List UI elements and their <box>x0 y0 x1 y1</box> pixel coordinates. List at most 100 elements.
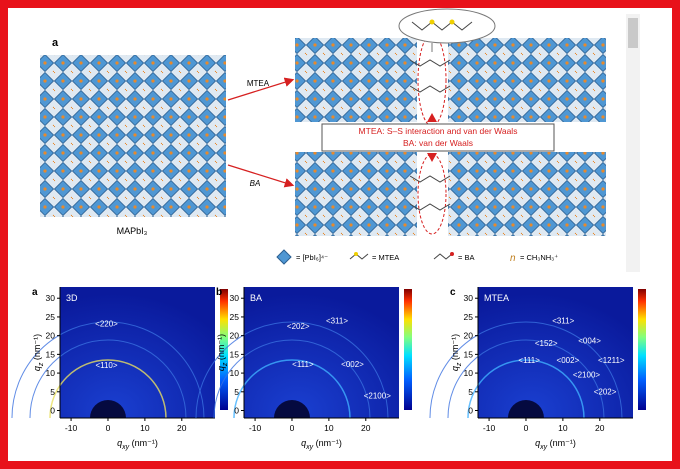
peak-label: <2100> <box>364 391 391 400</box>
peak-label: <002> <box>557 356 580 365</box>
diffraction-ring <box>11 321 205 419</box>
diffraction-ring <box>213 339 371 419</box>
lattice-ba-left <box>295 152 417 236</box>
beamstop <box>507 400 544 418</box>
axis-symbol: q <box>301 438 306 448</box>
plot-label: BA <box>250 293 262 303</box>
peak-label: <002> <box>341 360 364 369</box>
legend-text: = [PbI₆]⁴⁻ <box>296 253 328 262</box>
diffraction-ring <box>233 359 351 419</box>
y-tick-label: 10 <box>230 368 240 378</box>
red-arrow <box>427 153 437 162</box>
panel-label: a <box>52 37 59 49</box>
legend-text: = BA <box>458 253 474 262</box>
y-tick-label: 20 <box>464 331 474 341</box>
peak-label: <110> <box>95 361 117 370</box>
y-tick-label: 25 <box>46 312 56 322</box>
beamstop <box>89 400 126 418</box>
peak-label: <202> <box>287 322 310 331</box>
beamstop <box>273 400 310 418</box>
info-box <box>321 123 555 152</box>
axis-unit: (nm⁻¹) <box>32 334 42 363</box>
x-tick-label: 10 <box>324 423 334 433</box>
x-tick-label: -10 <box>249 423 262 433</box>
plot-area <box>244 287 399 418</box>
plot-area <box>478 287 633 418</box>
peak-label: <311> <box>326 317 348 326</box>
y-tick-label: 30 <box>230 293 240 303</box>
y-tick-label: 15 <box>230 349 240 359</box>
axis-label: qz (nm⁻¹) <box>216 334 229 371</box>
peak-label: <2100> <box>573 370 600 379</box>
x-tick-label: 10 <box>140 423 150 433</box>
axis-symbol: q <box>450 366 460 371</box>
svg-text:n: n <box>510 253 516 264</box>
peak-label: <004> <box>578 336 601 345</box>
x-tick-label: 20 <box>595 423 605 433</box>
y-tick-label: 5 <box>234 387 239 397</box>
dashed-ellipse <box>417 153 447 235</box>
scrollbar <box>626 14 640 272</box>
schematic: a MAPbI₃ MTEA BA MTEA: S–S interaction a… <box>40 8 606 265</box>
colorbar <box>638 289 646 410</box>
axis-unit: (nm⁻¹) <box>129 438 158 448</box>
peak-label: <220> <box>95 319 118 328</box>
giwaxs-plot: b BA <202> <311> <111> <002> <2100> -10 0 10 20 0 5 1… <box>195 287 412 451</box>
scrollbar-thumb <box>628 18 638 48</box>
y-tick-label: 30 <box>464 293 474 303</box>
axis-label: qxy (nm⁻¹) <box>301 438 342 451</box>
lattice-mtea-left <box>295 38 417 122</box>
y-tick-label: 25 <box>230 312 240 322</box>
x-tick-label: 20 <box>361 423 371 433</box>
x-tick-label: 0 <box>524 423 529 433</box>
axis-label: qxy (nm⁻¹) <box>535 438 576 451</box>
axis-unit: (nm⁻¹) <box>216 334 226 363</box>
lattice-mtea-right <box>448 38 606 122</box>
axis-subscript: z <box>222 362 229 367</box>
y-tick-label: 20 <box>230 331 240 341</box>
x-tick-label: 20 <box>177 423 187 433</box>
axis-unit: (nm⁻¹) <box>313 438 342 448</box>
axis-subscript: z <box>38 362 45 367</box>
giwaxs-plot: c MTEA <311> <152> <004> <111> <002> <1211> <210… <box>429 287 646 451</box>
y-tick-label: 10 <box>464 368 474 378</box>
x-tick-label: 0 <box>290 423 295 433</box>
x-tick-label: 10 <box>558 423 568 433</box>
y-tick-label: 5 <box>468 387 473 397</box>
plot-label: MTEA <box>484 293 509 303</box>
diffraction-ring <box>447 339 605 419</box>
diffraction-ring <box>467 359 585 419</box>
legend: n = [PbI₆]⁴⁻ = MTEA = BA = CH₃NH₃⁺ <box>276 249 558 265</box>
x-tick-label: -10 <box>483 423 496 433</box>
axis-label: qz (nm⁻¹) <box>450 334 463 371</box>
red-arrow <box>427 113 437 122</box>
y-tick-label: 0 <box>50 406 55 416</box>
axis-subscript: xy <box>121 444 130 451</box>
axis-unit: (nm⁻¹) <box>547 438 576 448</box>
arrow-label: MTEA <box>247 79 270 88</box>
peak-label: <1211> <box>598 356 625 365</box>
axis-symbol: q <box>117 438 122 448</box>
legend-text: = CH₃NH₃⁺ <box>520 253 558 262</box>
plot-area <box>60 287 215 418</box>
lattice-label: MAPbI₃ <box>117 226 148 236</box>
axis-unit: (nm⁻¹) <box>450 334 460 363</box>
axis-label: qz (nm⁻¹) <box>32 334 45 371</box>
peak-label: <202> <box>594 387 617 396</box>
axis-subscript: xy <box>305 444 314 451</box>
diffraction-ring <box>429 321 623 419</box>
plot-label: 3D <box>66 293 78 303</box>
peak-label: <111> <box>292 360 314 369</box>
lattice-3d <box>40 55 226 217</box>
axis-subscript: z <box>456 362 463 367</box>
y-tick-label: 0 <box>468 406 473 416</box>
lattice-ba-right <box>448 152 606 236</box>
diffraction-ring <box>49 359 167 419</box>
peak-label: <111> <box>518 356 540 365</box>
arrow <box>227 164 295 188</box>
diffraction-ring <box>195 321 389 419</box>
axis-label: qxy (nm⁻¹) <box>117 438 158 451</box>
